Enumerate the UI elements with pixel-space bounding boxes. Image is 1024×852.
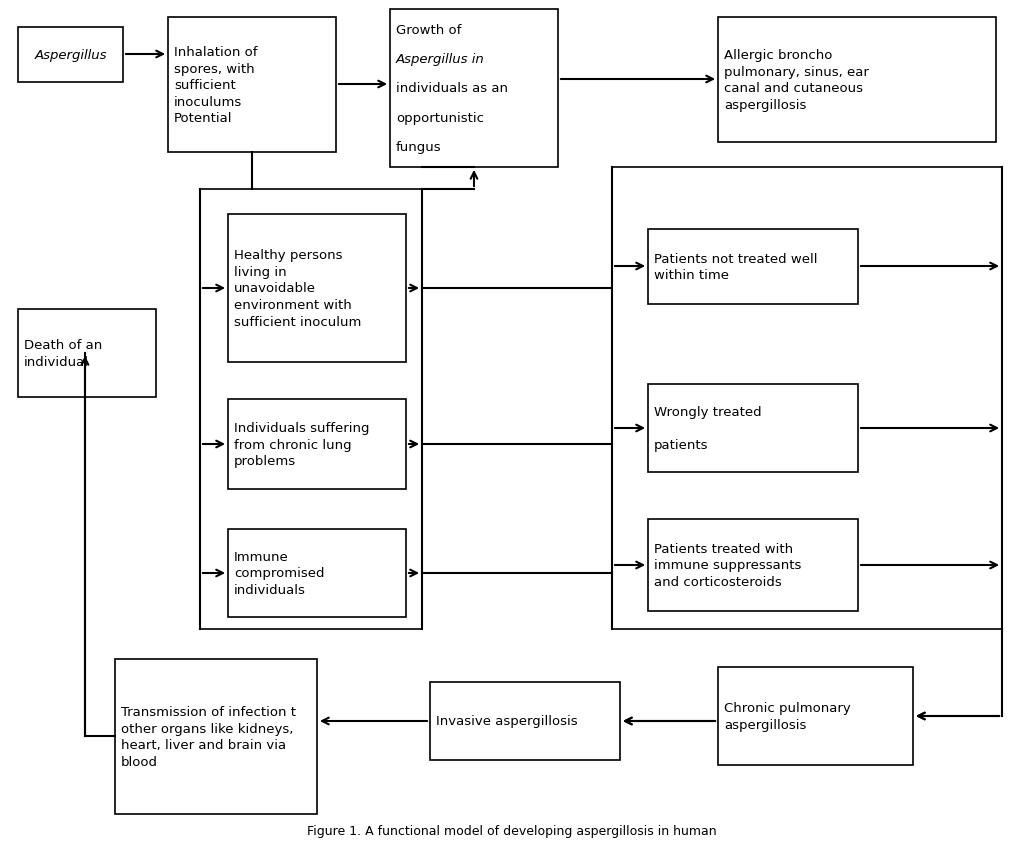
- Text: Death of an
individual: Death of an individual: [24, 339, 102, 368]
- Text: Transmission of infection t
other organs like kidneys,
heart, liver and brain vi: Transmission of infection t other organs…: [121, 705, 296, 768]
- Bar: [648, 384, 858, 473]
- Text: Chronic pulmonary
aspergillosis: Chronic pulmonary aspergillosis: [724, 701, 851, 731]
- Bar: [430, 682, 620, 760]
- Bar: [228, 400, 406, 489]
- Bar: [115, 659, 317, 814]
- Text: Allergic broncho
pulmonary, sinus, ear
canal and cutaneous
aspergillosis: Allergic broncho pulmonary, sinus, ear c…: [724, 49, 869, 112]
- Bar: [168, 18, 336, 153]
- Bar: [18, 309, 156, 398]
- Text: Inhalation of
spores, with
sufficient
inoculums
Potential: Inhalation of spores, with sufficient in…: [174, 46, 257, 125]
- Bar: [648, 520, 858, 611]
- Bar: [612, 168, 1002, 630]
- Text: Patients treated with
immune suppressants
and corticosteroids: Patients treated with immune suppressant…: [654, 543, 802, 589]
- Text: Healthy persons
living in
unavoidable
environment with
sufficient inoculum: Healthy persons living in unavoidable en…: [234, 249, 361, 328]
- Text: Individuals suffering
from chronic lung
problems: Individuals suffering from chronic lung …: [234, 422, 370, 468]
- Text: Growth of: Growth of: [396, 24, 462, 37]
- Bar: [200, 190, 422, 630]
- Text: Invasive aspergillosis: Invasive aspergillosis: [436, 715, 578, 728]
- Text: individuals as an: individuals as an: [396, 83, 508, 95]
- Text: opportunistic: opportunistic: [396, 112, 484, 124]
- Bar: [18, 28, 123, 83]
- Text: Patients not treated well
within time: Patients not treated well within time: [654, 252, 817, 282]
- Text: Figure 1. A functional model of developing aspergillosis in human: Figure 1. A functional model of developi…: [307, 824, 717, 837]
- Bar: [390, 10, 558, 168]
- Bar: [228, 529, 406, 618]
- Text: Immune
compromised
individuals: Immune compromised individuals: [234, 550, 325, 596]
- Text: Aspergillus in: Aspergillus in: [396, 53, 484, 66]
- Text: fungus: fungus: [396, 141, 441, 153]
- Text: Wrongly treated

patients: Wrongly treated patients: [654, 406, 762, 452]
- Bar: [718, 667, 913, 765]
- Text: Aspergillus: Aspergillus: [34, 49, 106, 62]
- Bar: [648, 230, 858, 305]
- Bar: [228, 215, 406, 363]
- Bar: [718, 18, 996, 143]
